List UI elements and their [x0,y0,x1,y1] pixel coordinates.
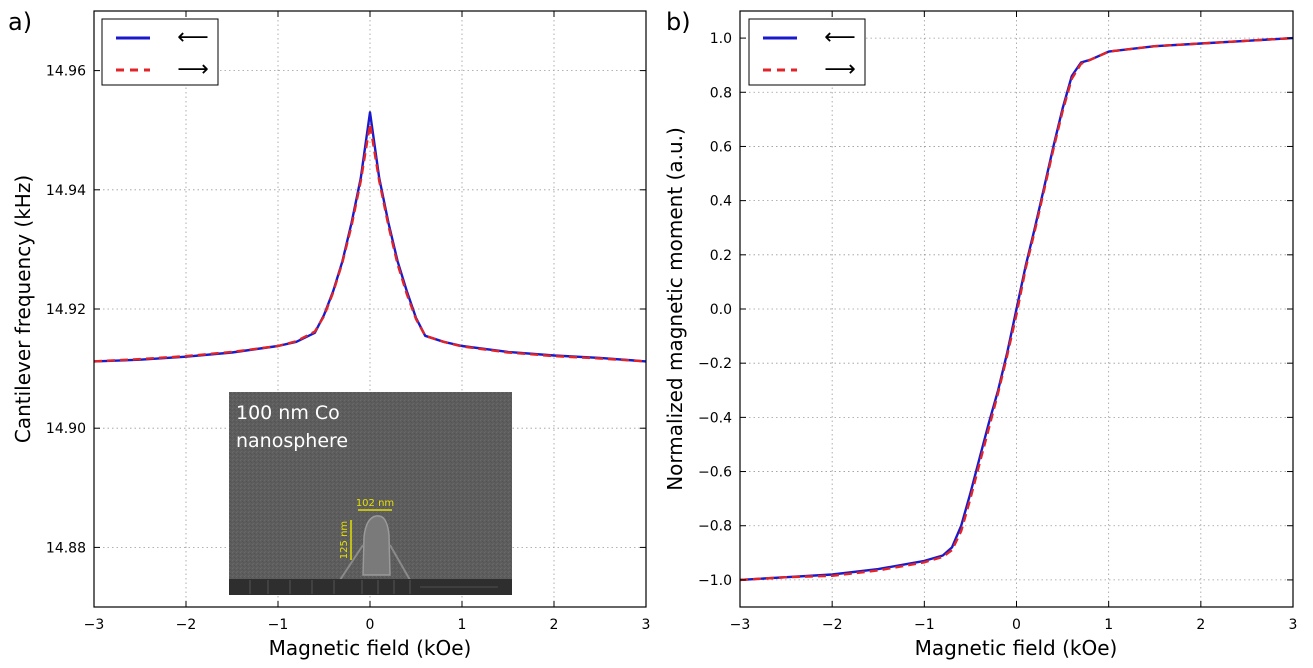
panel-b-y-tick-label-6: 0.2 [710,248,732,264]
panel-b-series [739,36,1294,582]
panel-b-y-tick-label-7: 0.4 [710,194,732,210]
panel-a-x-tick-label-6: 3 [642,617,651,633]
panel-b-x-tick-label-5: 2 [1196,617,1205,633]
sem-inset: 100 nm Co nanosphere 102 nm 125 nm [229,392,512,595]
panel-a-legend-entry-1: ⟵ [177,25,209,50]
panel-b-x-tick-label-0: −3 [730,617,751,633]
panel-b-x-tick-label-6: 3 [1289,617,1298,633]
panel-a-x-axis-title: Magnetic field (kOe) [269,636,472,660]
sem-cantilever-left [339,544,364,581]
panel-b-legend-entry-2: ⟶ [824,57,856,82]
sem-cantilever-right [389,544,411,581]
panel-a-x-tick-label-4: 1 [458,617,467,633]
sem-height-scale-label: 125 nm [339,521,350,559]
panel-b-y-tick-label-0: −1.0 [698,573,732,589]
panel-a-y-tick-label-4: 14.96 [46,64,86,80]
sem-width-scale-label: 102 nm [356,498,394,509]
sem-inset-title-line-1: 100 nm Co [236,402,340,424]
sem-nanosphere [362,515,391,576]
panel-b-legend: ⟵ ⟶ [748,18,866,86]
panel-b-legend-entry-1: ⟵ [824,25,856,50]
panel-b: b) −3 −2 −1 0 1 2 3 −1.0 −0.8 −0.6 −0.4 −0.2 0.0 0.2… [663,8,1297,660]
panel-a-x-tick-label-1: −2 [176,617,197,633]
panel-b-label: b) [666,8,691,36]
panel-a-y-tick-label-3: 14.94 [46,183,86,199]
sem-info-bar-cells [249,580,498,594]
panel-a-y-tick-label-0: 14.88 [46,540,86,556]
panel-b-x-ticks: −3 −2 −1 0 1 2 3 [730,11,1298,633]
sem-info-bar [229,579,512,595]
panel-b-x-tick-label-1: −2 [822,617,843,633]
panel-b-y-tick-label-2: −0.6 [698,465,732,481]
panel-a-x-tick-label-0: −3 [84,617,105,633]
panel-b-y-tick-label-3: −0.4 [698,410,732,426]
panel-a-x-ticks: −3 −2 −1 0 1 2 3 [84,11,651,633]
panel-b-x-tick-label-4: 1 [1104,617,1113,633]
panel-b-y-tick-label-9: 0.8 [710,85,732,101]
panel-a-x-tick-label-3: 0 [366,617,375,633]
panel-b-y-tick-label-1: −0.8 [698,519,732,535]
panel-b-y-tick-label-8: 0.6 [710,139,732,155]
panel-b-y-tick-label-4: −0.2 [698,356,732,372]
panel-b-x-tick-label-3: 0 [1012,617,1021,633]
panel-a-legend-entry-2: ⟶ [177,57,209,82]
panel-b-legend-box [748,18,866,86]
panel-a-legend: ⟵ ⟶ [101,18,219,86]
panel-a-y-tick-label-1: 14.90 [46,421,86,437]
panel-a-legend-box [101,18,219,86]
panel-a-y-ticks: 14.88 14.90 14.92 14.94 14.96 [46,64,646,556]
panel-a-x-tick-label-2: −1 [268,617,289,633]
panel-b-series-2-line [739,36,1294,582]
panel-b-y-tick-label-10: 1.0 [710,31,732,47]
panel-b-y-ticks: −1.0 −0.8 −0.6 −0.4 −0.2 0.0 0.2 0.4 0.6 0.8 1.0 [698,31,1293,589]
panel-a-label: a) [8,8,32,36]
panel-b-y-tick-label-5: 0.0 [710,302,732,318]
panel-a-series [93,111,647,363]
sem-inset-title-line-2: nanosphere [236,430,348,452]
panel-b-y-axis-title: Normalized magnetic moment (a.u.) [663,127,687,491]
panel-a-y-tick-label-2: 14.92 [46,302,86,318]
panel-a: a) −3 −2 −1 0 1 2 3 14.8814.9014.9214.9414.96 … [8,8,650,660]
panel-b-x-tick-label-2: −1 [914,617,935,633]
panel-a-x-tick-label-5: 2 [550,617,559,633]
panel-a-y-axis-title: Cantilever frequency (kHz) [11,175,35,443]
panel-b-x-axis-title: Magnetic field (kOe) [915,636,1118,660]
panel-a-series-2-line [93,123,647,363]
